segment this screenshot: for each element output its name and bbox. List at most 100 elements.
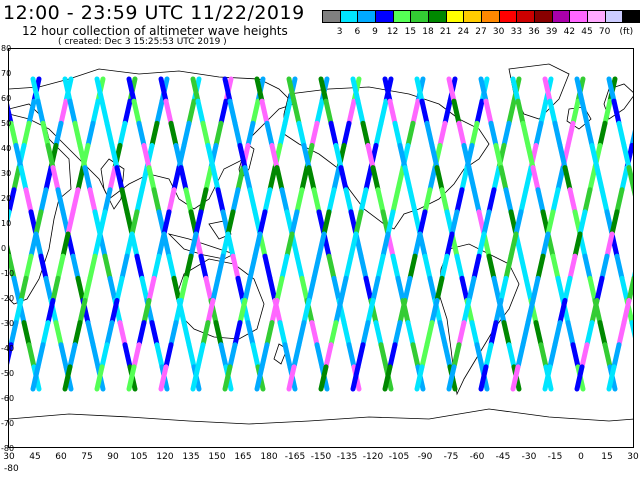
altimeter-track-segment <box>594 275 605 303</box>
altimeter-track-segment <box>589 297 600 326</box>
altimeter-track-segment <box>30 76 41 104</box>
altimeter-track-segment <box>245 320 256 348</box>
altimeter-track-segment <box>30 364 41 392</box>
altimeter-track-segment <box>501 320 512 348</box>
altimeter-track-segment <box>62 364 73 392</box>
altimeter-track-segment <box>149 120 160 148</box>
altimeter-track-segment <box>520 320 531 348</box>
altimeter-track-segment <box>552 120 563 148</box>
altimeter-track-segment <box>493 142 504 171</box>
latitude-label: 70 <box>1 69 12 78</box>
altimeter-track-segment <box>412 231 423 259</box>
altimeter-track-segment <box>523 275 534 303</box>
altimeter-track-segment <box>28 231 39 259</box>
legend-swatch <box>481 10 500 23</box>
altimeter-track-segment <box>171 275 182 303</box>
latitude-label: 50 <box>1 119 12 128</box>
altimeter-track-segment <box>284 231 295 259</box>
altimeter-track-segment <box>392 320 403 348</box>
altimeter-track-segment <box>220 231 231 259</box>
altimeter-track-segment <box>602 98 613 126</box>
altimeter-track-segment <box>114 165 125 193</box>
legend-label: 18 <box>422 27 434 37</box>
altimeter-track-segment <box>456 120 467 148</box>
legend-label: (ft) <box>619 27 634 37</box>
altimeter-track-segment <box>341 120 352 148</box>
altimeter-track-segment <box>483 342 494 370</box>
altimeter-track-segment <box>215 253 226 281</box>
altimeter-track-segment <box>107 165 118 193</box>
altimeter-track-segment <box>550 253 561 281</box>
altimeter-track-segment <box>437 120 448 148</box>
altimeter-track-segment <box>358 187 369 215</box>
altimeter-track-segment <box>205 297 216 326</box>
altimeter-track-segment <box>186 98 197 126</box>
altimeter-track-segment <box>163 98 174 126</box>
altimeter-track-segment <box>309 120 320 148</box>
altimeter-track-segment <box>9 103 14 126</box>
altimeter-track-segment <box>279 253 290 281</box>
altimeter-track-segment <box>195 342 206 370</box>
altimeter-track-segment <box>92 231 103 259</box>
altimeter-track-segment <box>306 275 317 303</box>
altimeter-track-segment <box>333 297 344 326</box>
altimeter-track-segment <box>262 187 273 215</box>
altimeter-track-segment <box>40 120 51 148</box>
altimeter-track-segment <box>72 120 83 148</box>
longitude-label: 75 <box>81 452 93 462</box>
altimeter-track-segment <box>237 297 248 326</box>
altimeter-track-segment <box>156 231 167 259</box>
altimeter-track-segment <box>173 142 184 171</box>
altimeter-track-segment <box>525 142 536 171</box>
altimeter-track-segment <box>414 76 425 104</box>
altimeter-track-segment <box>478 76 489 104</box>
altimeter-track-segment <box>158 76 169 104</box>
altimeter-track-segment <box>346 342 357 370</box>
altimeter-track-segment <box>254 76 265 104</box>
altimeter-track-segment <box>461 297 472 326</box>
altimeter-track-segment <box>446 76 457 104</box>
altimeter-track-segment <box>166 187 177 215</box>
altimeter-track-segment <box>237 142 248 171</box>
altimeter-track-segment <box>405 320 416 348</box>
altimeter-track-segment <box>291 98 302 126</box>
altimeter-track-segment <box>570 98 581 126</box>
altimeter-track-segment <box>45 297 56 326</box>
altimeter-track-segment <box>85 320 96 348</box>
altimeter-track-segment <box>454 187 465 215</box>
altimeter-track-segment <box>104 320 115 348</box>
altimeter-track-segment <box>70 187 81 215</box>
altimeter-track-segment <box>459 275 470 303</box>
latitude-label: -30 <box>1 319 15 328</box>
latitude-label: -20 <box>1 294 15 303</box>
altimeter-track-segment <box>572 231 583 259</box>
altimeter-track-segment <box>429 142 440 171</box>
longitude-label: 30 <box>627 452 639 462</box>
altimeter-track-segment <box>296 120 307 148</box>
altimeter-track-segment <box>188 231 199 259</box>
altimeter-track-segment <box>232 320 243 348</box>
altimeter-track-segment <box>289 209 300 237</box>
altimeter-track-segment <box>136 120 147 148</box>
altimeter-track-segment <box>222 76 233 104</box>
altimeter-track-segment <box>171 165 182 193</box>
altimeter-track-segment <box>442 98 453 126</box>
altimeter-track-segment <box>225 209 236 237</box>
altimeter-track-segment <box>9 342 14 365</box>
altimeter-track-segment <box>621 142 632 171</box>
altimeter-track-segment <box>469 120 480 148</box>
longitude-extra-label: -80 <box>4 464 19 474</box>
altimeter-track-segment <box>178 165 189 193</box>
altimeter-track-segment <box>75 275 86 303</box>
altimeter-track-segment <box>614 253 625 281</box>
altimeter-track-segment <box>515 342 526 370</box>
altimeter-track-segment <box>331 275 342 303</box>
altimeter-track-segment <box>114 275 125 303</box>
altimeter-track-segment <box>574 76 585 104</box>
altimeter-track-segment <box>589 142 600 171</box>
altimeter-track-segment <box>390 187 401 215</box>
altimeter-track-segment <box>474 98 485 126</box>
altimeter-track-segment <box>461 142 472 171</box>
altimeter-track-segment <box>338 165 349 193</box>
longitude-label: 15 <box>601 452 613 462</box>
